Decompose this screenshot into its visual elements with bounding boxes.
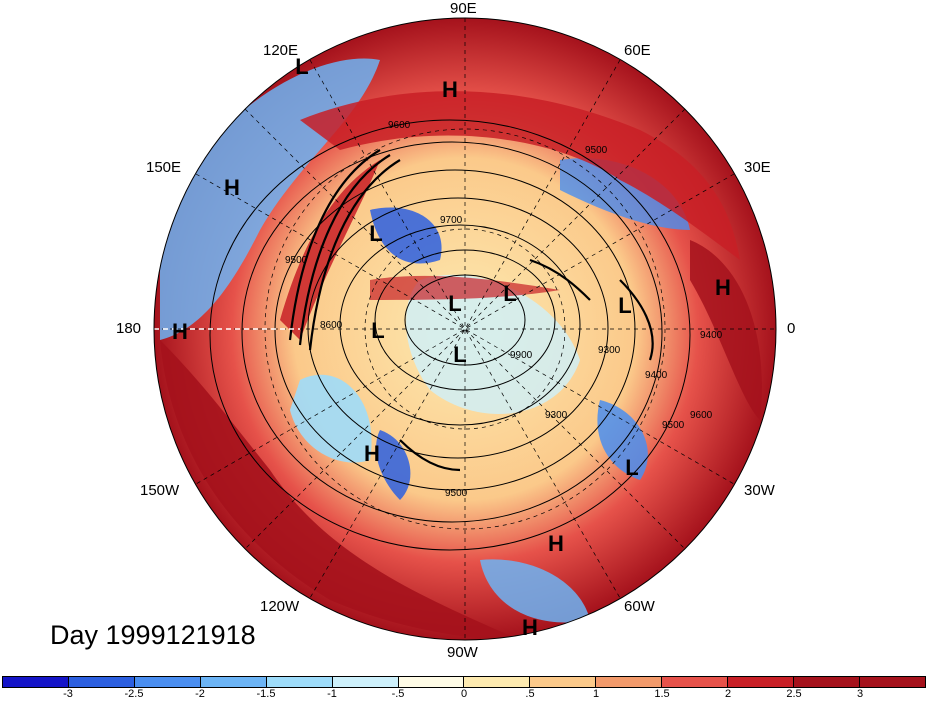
- contour-label: 9500: [285, 255, 308, 266]
- high-center-label: H: [224, 175, 240, 200]
- anomaly-blue-southamerica: [480, 559, 590, 623]
- low-center-label: L: [503, 281, 517, 306]
- anomaly-blue-russia: [560, 158, 690, 230]
- colorbar-swatch: [530, 677, 597, 687]
- colorbar-tick-label: 2.5: [786, 688, 802, 700]
- lon-label-60e: 60E: [624, 42, 651, 59]
- colorbar-tick-label: 1: [592, 688, 600, 700]
- lon-label-120w: 120W: [260, 598, 300, 615]
- lon-label-60w: 60W: [624, 598, 655, 615]
- low-center-label: L: [369, 221, 383, 246]
- colorbar-tick-label: 1.5: [654, 688, 670, 700]
- high-center-label: H: [522, 615, 538, 640]
- anomaly-red-ring-north: [300, 91, 740, 260]
- colorbar-tick-label: 2: [724, 688, 732, 700]
- high-center-label: H: [172, 319, 188, 344]
- anomaly-red-east: [690, 240, 762, 420]
- contour-label: 9500: [445, 488, 468, 499]
- lon-label-180: 180: [116, 320, 142, 337]
- low-center-label: L: [453, 342, 467, 367]
- colorbar-swatch: [859, 677, 925, 687]
- colorbar-swatch: [3, 677, 69, 687]
- colorbar-swatch: [662, 677, 729, 687]
- lon-label-90e: 90E: [450, 0, 477, 17]
- colorbar-swatch: [464, 677, 531, 687]
- high-center-label: H: [442, 77, 458, 102]
- anomaly-blue-atlantic: [597, 400, 648, 480]
- lon-label-30w: 30W: [744, 482, 775, 499]
- low-center-label: L: [618, 293, 632, 318]
- low-center-label: L: [371, 318, 385, 343]
- contour-label: 9900: [510, 350, 533, 361]
- lon-label-30e: 30E: [744, 159, 771, 176]
- colorbar-swatch: [332, 677, 399, 687]
- contour-label: 9400: [700, 330, 723, 341]
- colorbar-tick-label: -1.5: [256, 688, 276, 700]
- colorbar-tick-label: 3: [856, 688, 864, 700]
- anomaly-red-arctic-band: [370, 275, 560, 300]
- colorbar-tick-label: -2.5: [124, 688, 144, 700]
- contour-label: 9600: [690, 410, 713, 421]
- low-center-label: L: [295, 54, 309, 79]
- lon-label-0: 0: [787, 320, 796, 337]
- high-center-label: H: [715, 275, 731, 300]
- lon-label-150w: 150W: [140, 482, 180, 499]
- contour-label: 9500: [585, 145, 608, 156]
- lon-label-120e: 120E: [263, 42, 299, 59]
- low-center-label: L: [448, 291, 462, 316]
- colorbar-tick-label: -2: [195, 688, 205, 700]
- contour-label: 9700: [440, 215, 463, 226]
- contour-label: 9600: [388, 120, 411, 131]
- anomaly-blue-northamerica: [290, 374, 372, 463]
- colorbar-swatch: [398, 677, 465, 687]
- low-center-label: L: [625, 455, 639, 480]
- high-center-label: H: [364, 441, 380, 466]
- contour-label: 9300: [598, 345, 621, 356]
- colorbar-swatch: [266, 677, 333, 687]
- colorbar-swatch: [596, 677, 663, 687]
- anomaly-light-central: [406, 274, 580, 414]
- plot-title: Day 1999121918: [50, 620, 256, 650]
- colorbar-swatch: [134, 677, 201, 687]
- lon-label-150e: 150E: [146, 159, 182, 176]
- contour-label: 9300: [545, 410, 568, 421]
- colorbar-swatch: [794, 677, 860, 687]
- colorbar-tick-label: -.5: [391, 688, 405, 700]
- high-center-label: H: [548, 531, 564, 556]
- colorbar-tick-label: -1: [327, 688, 337, 700]
- contour-label: 9500: [662, 420, 685, 431]
- colorbar-swatch: [200, 677, 267, 687]
- contour-label: 8600: [320, 320, 343, 331]
- colorbar: [2, 676, 926, 688]
- colorbar-swatch: [728, 677, 795, 687]
- colorbar-tick-label: 0: [460, 688, 468, 700]
- contour-label: 9400: [645, 370, 668, 381]
- colorbar-tick-label: -3: [63, 688, 73, 700]
- colorbar-tick-label: .5: [525, 688, 535, 700]
- anomaly-red-south: [160, 340, 520, 640]
- lon-label-90w: 90W: [447, 644, 478, 661]
- colorbar-swatch: [68, 677, 135, 687]
